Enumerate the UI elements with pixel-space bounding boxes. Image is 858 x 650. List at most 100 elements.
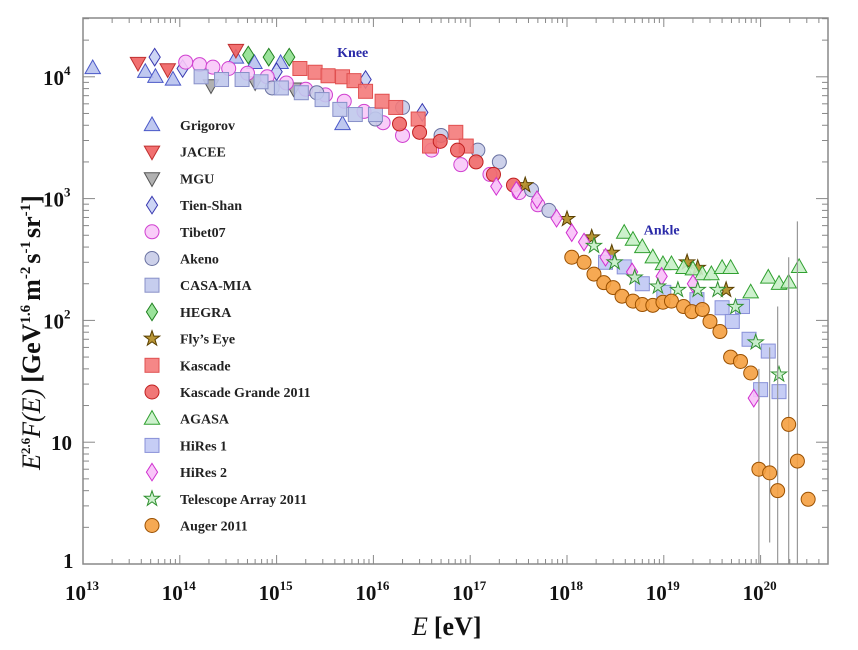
data-point — [624, 230, 642, 246]
series-agasa — [615, 223, 808, 299]
data-point — [712, 324, 728, 340]
data-point — [530, 189, 544, 210]
data-point — [468, 154, 484, 170]
legend-marker — [145, 195, 159, 215]
data-point — [391, 116, 407, 132]
data-point — [129, 56, 147, 72]
x-tick-label: 1016 — [355, 578, 390, 605]
y-tick-exp: 4 — [64, 63, 71, 78]
data-point — [234, 72, 250, 88]
annotation-label: Knee — [337, 46, 368, 61]
legend-item: HiRes 1 — [144, 437, 227, 454]
x-tick-exp: 17 — [473, 578, 487, 593]
legend-marker — [143, 145, 161, 161]
data-point — [410, 111, 426, 127]
data-point — [292, 60, 308, 76]
data-point — [283, 47, 296, 67]
x-tick-label: 1017 — [452, 578, 487, 605]
legend-label: Akeno — [180, 253, 219, 268]
data-point — [227, 43, 245, 60]
data-point — [733, 353, 749, 369]
legend-item: Tibet07 — [144, 224, 226, 241]
data-point — [164, 70, 182, 86]
x-tick-base: 10 — [743, 581, 764, 605]
data-point — [432, 133, 448, 149]
legend-label: Kascade Grande 2011 — [180, 386, 311, 401]
y-tick-exp: 2 — [64, 306, 71, 321]
legend-marker — [142, 489, 162, 507]
data-point — [214, 72, 230, 88]
legend-label: Telescope Array 2011 — [180, 493, 307, 508]
data-point — [644, 248, 662, 264]
y-tick-base: 1 — [63, 549, 74, 573]
legend-label: Tibet07 — [180, 226, 226, 241]
legend-marker — [144, 277, 160, 293]
legend-label: Fly’s Eye — [180, 333, 235, 348]
legend-marker — [143, 115, 161, 132]
x-tick-label: 1013 — [65, 578, 100, 605]
x-tick-base: 10 — [549, 581, 570, 605]
data-point — [688, 280, 707, 298]
x-axis-title: E [eV] — [411, 612, 482, 641]
legend-label: Tien-Shan — [180, 199, 242, 214]
y-tick-exp: 3 — [64, 185, 71, 200]
y-tick-base: 10 — [43, 188, 64, 212]
legend-item: MGU — [143, 172, 214, 188]
x-tick-label: 1015 — [259, 578, 294, 605]
data-point — [293, 85, 309, 101]
legend-label: MGU — [180, 172, 214, 187]
x-tick-exp: 19 — [667, 578, 681, 593]
data-point — [84, 58, 102, 75]
legend-marker — [145, 302, 159, 322]
data-point — [770, 483, 786, 499]
x-tick-base: 10 — [162, 581, 183, 605]
legend-item: HiRes 2 — [145, 462, 227, 482]
y-tick-label: 103 — [43, 185, 71, 212]
data-point — [584, 236, 604, 254]
legend-marker — [143, 409, 161, 425]
legend-item: CASA-MIA — [144, 277, 252, 294]
data-point — [491, 154, 507, 170]
x-tick-exp: 16 — [376, 578, 390, 593]
y-tick-label: 104 — [43, 63, 71, 90]
data-point — [648, 276, 668, 295]
data-point — [747, 388, 760, 408]
x-tick-exp: 13 — [86, 578, 100, 593]
data-point — [615, 223, 633, 239]
data-point — [148, 47, 161, 67]
data-point — [625, 267, 644, 286]
data-point — [790, 257, 808, 273]
data-point — [760, 343, 776, 359]
data-point — [742, 283, 760, 299]
data-point — [743, 365, 759, 381]
x-tick-base: 10 — [259, 581, 280, 605]
data-marks — [84, 43, 816, 564]
data-point — [453, 157, 469, 173]
legend-marker — [144, 357, 160, 373]
legend-label: CASA-MIA — [180, 279, 252, 294]
data-point — [708, 280, 727, 298]
y-tick-label: 102 — [43, 306, 71, 333]
legend-label: HiRes 1 — [180, 439, 227, 454]
legend-label: HiRes 2 — [180, 466, 227, 481]
series-casa-mia — [193, 69, 383, 123]
legend-label: Auger 2011 — [180, 520, 248, 535]
x-tick-label: 1019 — [646, 578, 681, 605]
data-point — [510, 180, 523, 200]
legend-label: HEGRA — [180, 306, 232, 321]
data-point — [314, 92, 330, 108]
data-point — [205, 59, 221, 75]
x-tick-label: 1014 — [162, 578, 197, 605]
x-tick-label: 1020 — [743, 578, 777, 605]
legend-marker — [145, 462, 159, 482]
legend-marker — [144, 518, 160, 533]
data-point — [662, 255, 681, 271]
x-tick-base: 10 — [452, 581, 473, 605]
y-tick-base: 10 — [43, 66, 64, 90]
legend: Grigorov JACEE MGU Tien-Shan Tibet07 Akeno CAS… — [142, 115, 311, 535]
data-point — [577, 232, 591, 252]
y-tick-base: 10 — [51, 431, 72, 455]
data-point — [448, 124, 464, 140]
legend-item: Kascade Grande 2011 — [144, 384, 311, 401]
data-point — [333, 114, 352, 131]
